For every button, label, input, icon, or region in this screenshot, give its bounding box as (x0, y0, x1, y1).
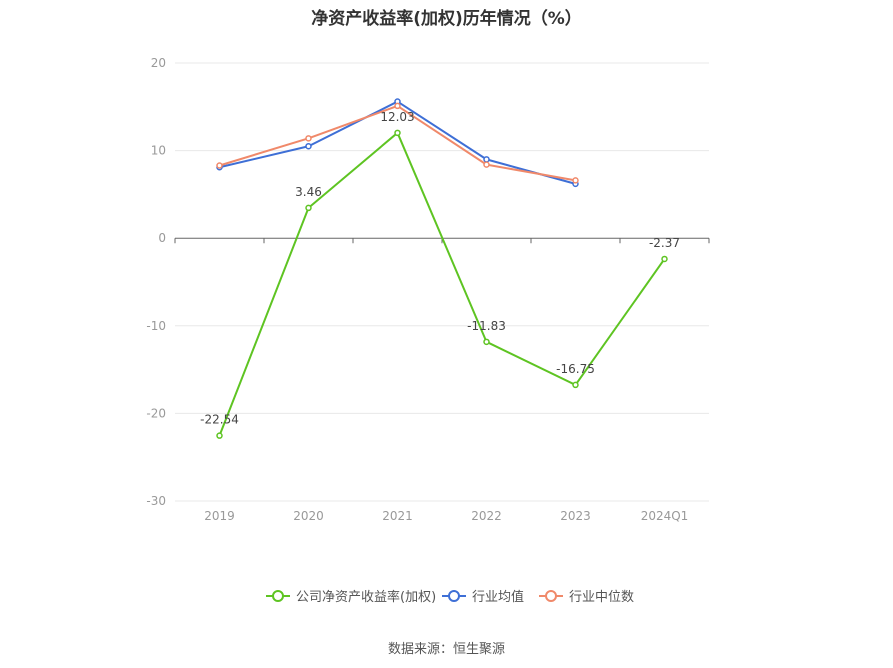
x-tick-label: 2024Q1 (641, 509, 689, 523)
legend-label: 行业均值 (472, 589, 524, 605)
data-label: -16.75 (556, 362, 595, 376)
x-tick-label: 2019 (204, 509, 235, 523)
data-point (305, 135, 312, 142)
data-point (216, 162, 223, 169)
y-tick-label: 0 (158, 231, 166, 245)
series-line (218, 131, 666, 437)
y-tick-label: -20 (146, 406, 166, 420)
data-point (483, 156, 490, 163)
legend-label: 行业中位数 (569, 590, 634, 605)
y-tick-label: -10 (146, 319, 166, 333)
y-tick-label: -30 (146, 494, 166, 508)
x-tick-label: 2022 (471, 509, 502, 523)
legend-marker (448, 590, 460, 602)
data-point (661, 255, 668, 263)
legend-marker (545, 590, 557, 602)
data-point (394, 102, 401, 110)
legend-label: 公司净资产收益率(加权) (296, 589, 436, 605)
data-point (572, 177, 579, 184)
data-point (572, 381, 579, 389)
data-label: -22.54 (200, 413, 239, 427)
chart-title: 净资产收益率(加权)历年情况（%） (311, 9, 582, 29)
data-point (305, 204, 312, 212)
x-tick-label: 2023 (560, 509, 591, 523)
data-label: 3.46 (295, 185, 322, 199)
x-tick-label: 2020 (293, 509, 324, 523)
y-tick-label: 10 (151, 144, 166, 158)
data-point (394, 129, 401, 137)
data-source: 数据来源：恒生聚源 (387, 642, 505, 657)
x-tick-label: 2021 (382, 509, 413, 523)
data-point (305, 142, 312, 150)
data-label: 12.03 (380, 110, 414, 124)
data-point (483, 338, 490, 346)
legend-marker (272, 590, 284, 602)
y-tick-label: 20 (151, 56, 166, 70)
data-point (483, 161, 490, 168)
data-label: -2.37 (649, 236, 680, 250)
data-label: -11.83 (467, 319, 506, 333)
data-point (216, 432, 223, 439)
